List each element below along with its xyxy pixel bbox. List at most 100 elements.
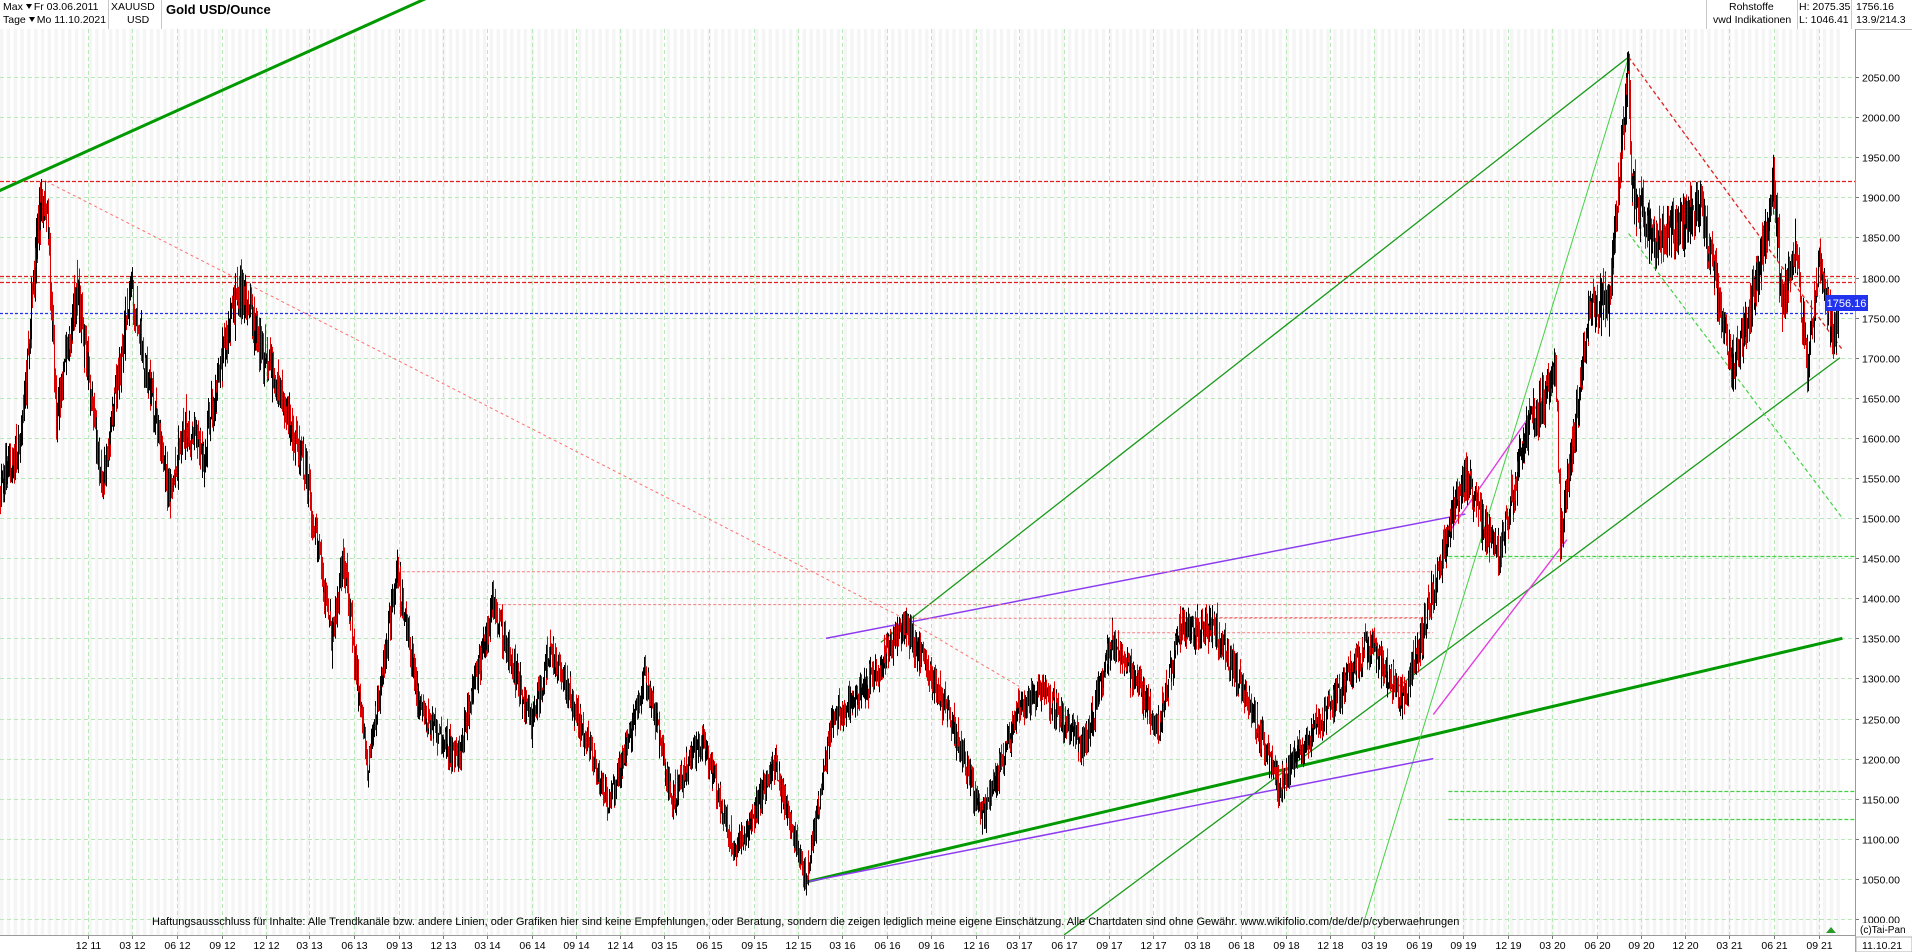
x-tick-label: 06 21 [1761,940,1787,952]
y-tick-label: 1950.00 [1862,153,1900,165]
week-band [782,29,786,935]
week-band [1530,29,1534,935]
week-band [1142,29,1147,935]
interval-dropdown[interactable]: Tage [3,14,37,26]
week-band [986,29,990,935]
x-tick-label: 06 15 [696,940,722,952]
week-band [727,29,732,935]
week-band [482,29,487,935]
week-band [646,29,650,935]
week-band [673,29,677,935]
chevron-down-icon[interactable] [25,4,32,10]
week-band [816,29,820,935]
week-band [462,29,466,935]
week-band [183,29,188,935]
week-band [503,29,507,935]
week-band [54,29,58,935]
week-band [380,29,385,935]
week-band [870,29,875,935]
week-band [1074,29,1079,935]
week-band [632,29,636,935]
week-band [707,29,711,935]
symbol: XAUUSD [111,1,155,13]
week-band [1442,29,1446,935]
week-band [448,29,453,935]
x-tick-label: 03 13 [296,940,322,952]
chevron-down-icon[interactable] [28,17,35,23]
date-range-selector[interactable]: Max Fr 03.06.2011 Tage Mo 11.10.2021 [0,0,109,29]
copyright-box [1856,923,1912,936]
x-tick-label: 06 14 [519,940,545,952]
x-tick-label: 03 21 [1716,940,1742,952]
week-band [1652,29,1657,935]
week-band [1707,29,1711,935]
week-band [1809,29,1813,935]
downtrend-line-2011 [45,180,904,619]
y-tick-label: 1700.00 [1862,354,1900,366]
week-band [108,29,113,935]
week-band [1163,29,1167,935]
from-date[interactable]: Fr 03.06.2011 [33,1,99,13]
week-band [1693,29,1698,935]
week-band [1339,29,1344,935]
week-band [333,29,337,935]
week-band [340,29,344,935]
week-band [1312,29,1317,935]
week-band [1503,29,1507,935]
week-band [802,29,807,935]
x-tick-label: 12 12 [253,940,279,952]
week-band [40,29,45,935]
week-band [1067,29,1072,935]
to-date[interactable]: Mo 11.10.2021 [36,14,107,26]
week-band [591,29,596,935]
week-band [911,29,915,935]
week-band [1061,29,1065,935]
week-band [1006,29,1011,935]
week-band [1754,29,1759,935]
week-band [374,29,378,935]
week-band [251,29,256,935]
week-band [734,29,739,935]
week-band [1224,29,1228,935]
week-band [795,29,800,935]
y-tick-label: 1150.00 [1862,795,1899,807]
week-band [809,29,813,935]
week-band [496,29,500,935]
week-band [1380,29,1385,935]
y-tick-label: 1450.00 [1862,554,1900,566]
week-band [693,29,698,935]
y-tick-label: 1300.00 [1862,674,1900,686]
week-band [523,29,528,935]
week-band [1795,29,1800,935]
week-band [904,29,909,935]
symbol-box[interactable]: XAUUSD USD [108,0,162,29]
week-band [605,29,609,935]
week-band [1537,29,1541,935]
scroll-up-icon[interactable] [1826,927,1836,933]
x-tick-label: 09 15 [741,940,767,952]
week-band [652,29,657,935]
week-band [850,29,854,935]
week-band [6,29,11,935]
x-tick-label: 12 18 [1317,940,1343,952]
week-band [1421,29,1426,935]
steep-support-line [1364,56,1630,920]
x-axis: 12 11 03 12 06 12 09 12 12 12 03 13 06 13 09 13… [76,935,1833,952]
week-band [231,29,235,935]
week-band [1761,29,1766,935]
x-tick-label: 03 19 [1361,940,1387,952]
week-band [993,29,997,935]
week-band [843,29,847,935]
week-band [748,29,752,935]
week-band [1265,29,1269,935]
copyright-text: (c)Tai-Pan [1860,925,1906,936]
currency: USD [127,14,150,26]
week-band [965,29,970,935]
range-dropdown[interactable]: Max [3,1,34,13]
x-tick-label: 06 16 [874,940,900,952]
source-box: Rohstoffe vwd Indikationen [1706,0,1798,29]
week-band [1149,29,1153,935]
week-band [1203,29,1208,935]
week-band [1550,29,1555,935]
